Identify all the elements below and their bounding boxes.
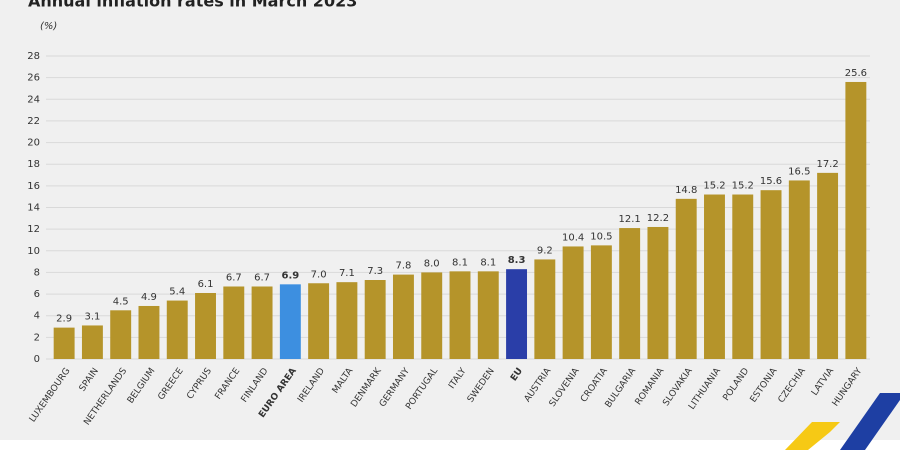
y-tick-label: 26 [27, 73, 40, 84]
value-label: 17.2 [816, 159, 838, 170]
value-label: 6.1 [198, 279, 214, 290]
value-label: 8.0 [424, 258, 440, 269]
y-tick-label: 0 [34, 354, 40, 365]
bar [534, 259, 556, 359]
y-tick-label: 2 [34, 332, 40, 343]
value-label: 5.4 [169, 287, 185, 298]
value-label: 8.3 [508, 255, 526, 266]
value-label: 25.6 [845, 68, 867, 79]
bar [619, 228, 641, 359]
y-tick-label: 14 [27, 203, 40, 214]
value-label: 3.1 [84, 311, 100, 322]
value-label: 15.6 [760, 176, 782, 187]
value-label: 10.5 [590, 231, 612, 242]
value-label: 8.1 [480, 257, 496, 268]
bar [421, 272, 443, 359]
y-tick-label: 4 [34, 311, 40, 322]
bar [817, 172, 839, 359]
y-tick-label: 16 [27, 181, 40, 192]
bar [223, 286, 245, 359]
value-label: 16.5 [788, 166, 810, 177]
value-label: 6.9 [281, 270, 299, 281]
value-label: 7.0 [311, 269, 327, 280]
value-label: 12.1 [619, 214, 641, 225]
bar [449, 271, 471, 359]
bar [590, 245, 612, 359]
y-tick-label: 8 [34, 267, 40, 278]
value-label: 4.5 [113, 296, 129, 307]
bar [732, 194, 754, 359]
value-label: 9.2 [537, 245, 553, 256]
bar [251, 286, 273, 359]
bar [110, 310, 132, 359]
value-label: 15.2 [703, 181, 725, 192]
y-tick-label: 18 [27, 159, 40, 170]
chart-title: Annual inflation rates in March 2023 [28, 0, 357, 11]
value-label: 6.7 [226, 272, 242, 283]
bar [562, 246, 584, 359]
bar [675, 198, 697, 359]
bar [788, 180, 810, 359]
bar [308, 283, 330, 359]
bar [166, 300, 188, 359]
value-label: 7.3 [367, 266, 383, 277]
value-label: 12.2 [647, 213, 669, 224]
bar [336, 282, 358, 359]
y-tick-label: 6 [34, 289, 40, 300]
value-label: 15.2 [732, 181, 754, 192]
bar [704, 194, 725, 359]
value-label: 2.9 [56, 314, 72, 325]
value-label: 10.4 [562, 232, 584, 243]
y-tick-label: 10 [27, 246, 40, 257]
value-label: 4.9 [141, 292, 157, 303]
value-label: 8.1 [452, 257, 468, 268]
y-tick-label: 28 [27, 51, 40, 62]
y-tick-label: 22 [27, 116, 40, 127]
bar [279, 284, 301, 359]
value-label: 7.1 [339, 268, 355, 279]
bar [477, 271, 499, 359]
bar [138, 305, 160, 359]
bar [845, 81, 867, 359]
y-tick-label: 12 [27, 224, 40, 235]
bar [364, 280, 386, 359]
bar [81, 325, 103, 359]
logo [785, 393, 900, 450]
value-label: 14.8 [675, 185, 697, 196]
value-label: 6.7 [254, 272, 270, 283]
chart-subtitle: (%) [40, 21, 57, 32]
value-label: 7.8 [395, 261, 411, 272]
bar [506, 269, 528, 359]
bar [53, 327, 75, 359]
bar [392, 274, 414, 359]
bar [195, 292, 216, 359]
bar [647, 226, 669, 359]
y-tick-label: 20 [27, 138, 40, 149]
bar [760, 190, 782, 359]
y-tick-label: 24 [27, 94, 40, 105]
